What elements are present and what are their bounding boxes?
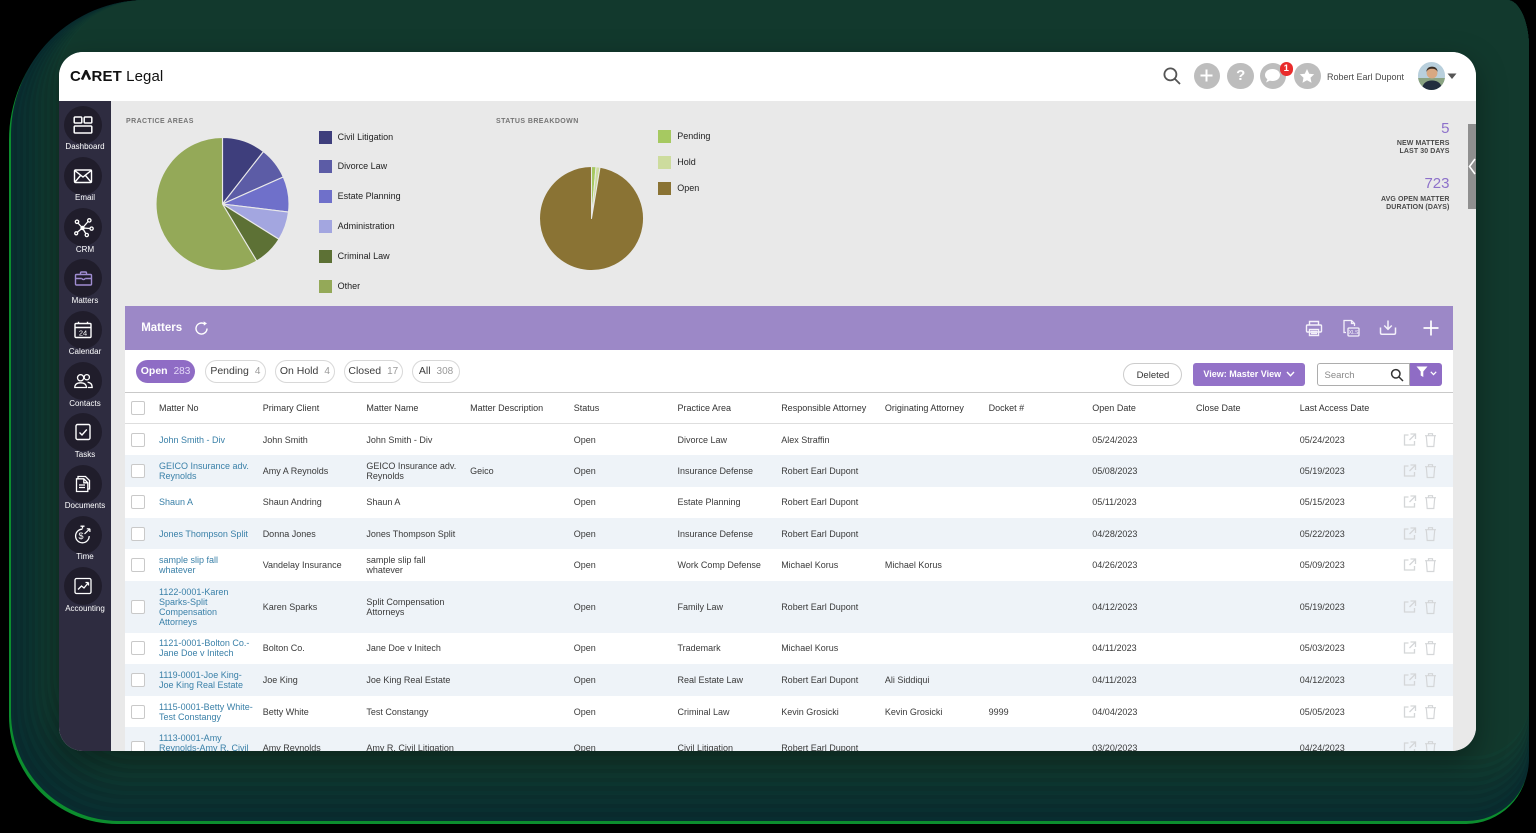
svg-text:24: 24 bbox=[79, 328, 87, 337]
svg-text:XLS: XLS bbox=[1349, 330, 1359, 336]
svg-text:$: $ bbox=[78, 532, 83, 542]
